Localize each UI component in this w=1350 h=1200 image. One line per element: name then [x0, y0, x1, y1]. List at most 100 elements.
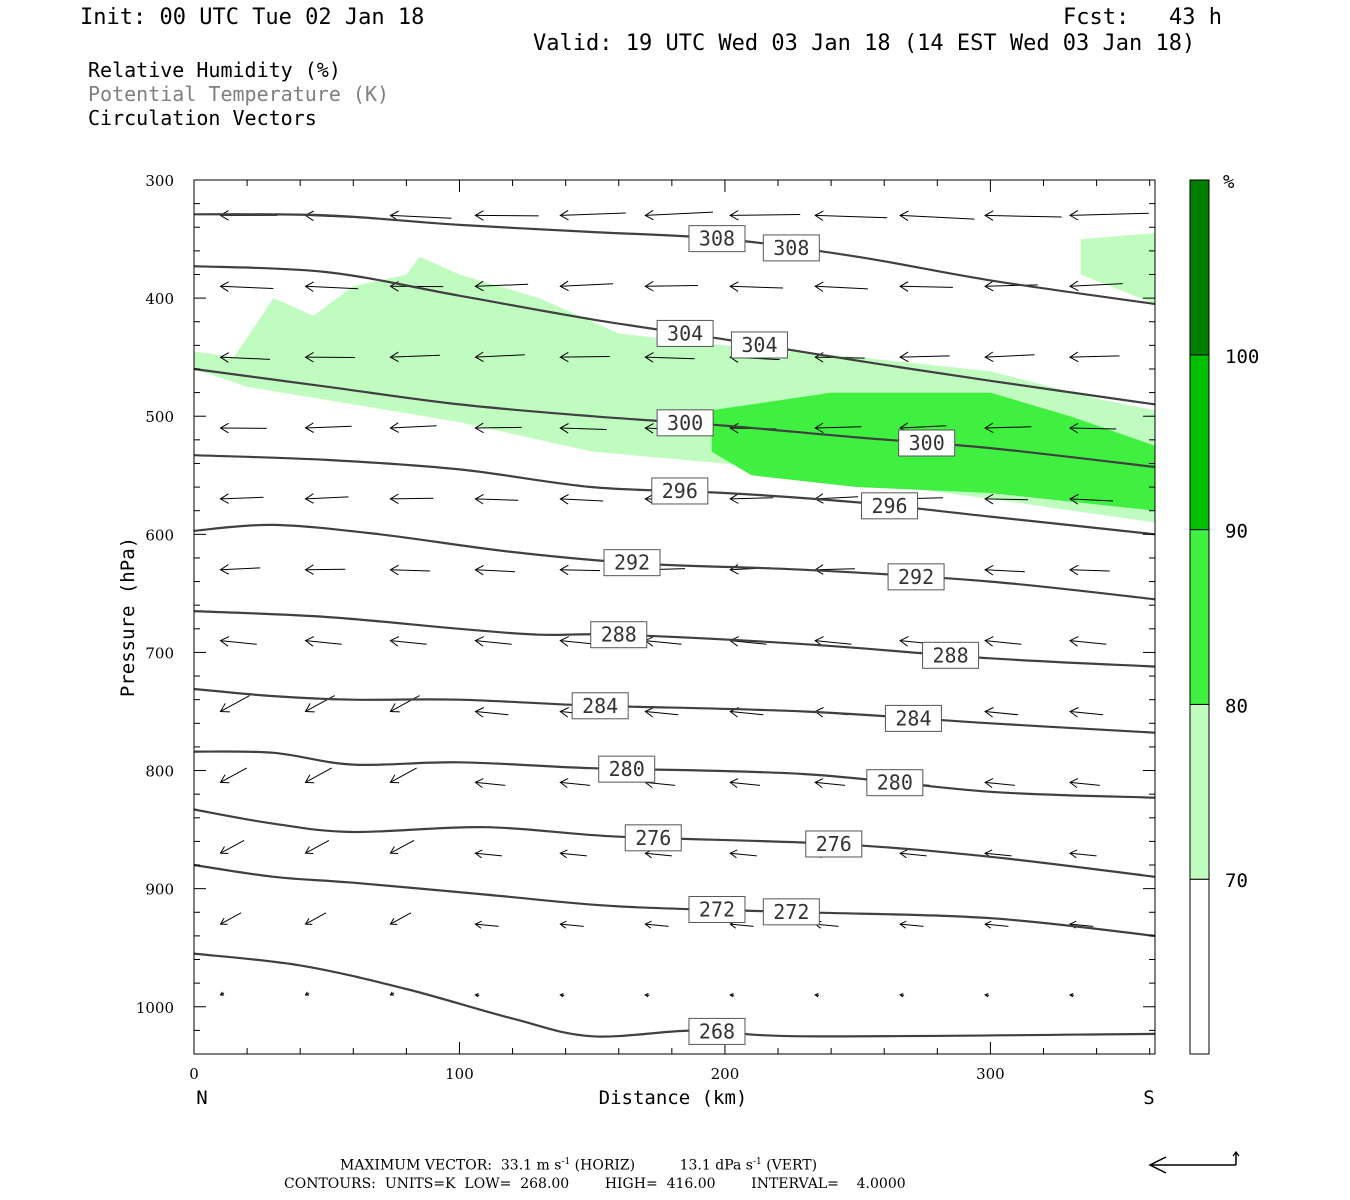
max-vector-label: MAXIMUM VECTOR: [340, 1157, 492, 1174]
y-tick-label: 500 [145, 408, 174, 426]
circulation-vector [899, 920, 924, 929]
y-tick-label: 900 [145, 881, 174, 899]
vector-head [559, 423, 569, 434]
vector-head [644, 352, 654, 363]
vector-shaft [560, 923, 584, 927]
vector-shaft [815, 426, 862, 429]
theta-label-box [688, 1017, 746, 1045]
theta-label-272: 272 [699, 897, 735, 921]
circulation-vector [814, 993, 820, 998]
circulation-vector [559, 849, 587, 859]
theta-label-308: 308 [699, 227, 735, 251]
circulation-vector [474, 422, 522, 434]
colorbar-segment [1189, 703, 1210, 880]
circulation-vector [984, 351, 1035, 363]
vector-shaft [1069, 640, 1107, 645]
vector-head [984, 707, 994, 718]
vector-head [814, 422, 824, 434]
max-vector-horiz: 33.1 m s [500, 1157, 562, 1174]
vector-head [984, 778, 994, 789]
vector-shaft [475, 640, 512, 645]
circulation-vector [899, 849, 927, 859]
theta-label-box [898, 429, 956, 457]
contours-interval: INTERVAL= 4.0000 [751, 1176, 906, 1192]
vector-head [219, 210, 229, 221]
vector-shaft [730, 640, 767, 645]
vector-head [729, 210, 739, 221]
vector-shaft [220, 356, 271, 360]
vector-shaft [305, 285, 359, 290]
theta-contour-308 [194, 213, 1155, 306]
vector-shaft [985, 426, 1032, 429]
colorbar-level-label: 90 [1225, 521, 1248, 543]
vector-shaft [815, 781, 846, 786]
circulation-vector [474, 351, 525, 363]
vector-shaft [475, 923, 499, 927]
vector-shaft [985, 284, 1038, 287]
vector-head [304, 991, 310, 996]
circulation-vector [899, 351, 950, 363]
circulation-vector [219, 767, 248, 784]
y-tick-label: 1000 [136, 999, 174, 1017]
circulation-vector [219, 281, 274, 292]
circulation-vector [1069, 209, 1149, 221]
vector-shaft [390, 640, 427, 645]
vector-shaft [220, 640, 257, 645]
vector-head [899, 636, 909, 647]
theta-label-box [805, 830, 863, 858]
vector-shaft [220, 839, 245, 854]
vector-head [814, 281, 824, 292]
vector-head [984, 422, 994, 434]
contours-units: UNITS=K [384, 1176, 456, 1192]
circulation-vector [559, 423, 607, 434]
vector-head [1069, 707, 1079, 718]
vector-head [729, 422, 739, 434]
vector-head [899, 849, 908, 859]
vector-head [389, 991, 394, 996]
vector-head [1069, 849, 1078, 859]
circulation-vector [474, 210, 539, 221]
vector-head [984, 210, 994, 221]
theta-label-box [656, 409, 714, 437]
vector-shaft [985, 498, 1029, 501]
vector-head [559, 209, 569, 221]
vector-shaft [560, 283, 614, 287]
circulation-vector [219, 695, 250, 713]
circulation-vector [304, 839, 330, 854]
vector-head [219, 991, 225, 996]
vector-shaft [475, 781, 506, 786]
vector-shaft [305, 496, 349, 500]
vector-head [304, 917, 313, 925]
circulation-vector [1069, 636, 1107, 647]
vector-shaft [220, 695, 250, 712]
circulation-vector [899, 993, 905, 998]
vector-shaft [645, 356, 695, 360]
contours-low: LOW= 268.00 [464, 1176, 570, 1192]
circulation-vector [559, 778, 591, 789]
vector-head [899, 281, 909, 292]
vector-head [389, 493, 399, 505]
circulation-vector [219, 636, 257, 647]
vector-shaft [560, 355, 610, 358]
vector-shaft [475, 569, 516, 573]
vector-head [474, 778, 484, 789]
circulation-vector [389, 210, 452, 222]
circulation-vector [304, 422, 352, 433]
plot-frame [193, 179, 1156, 1055]
vector-head [1068, 993, 1074, 998]
vector-head [814, 210, 824, 221]
vector-head [984, 636, 994, 647]
vector-head [644, 493, 654, 505]
theta-label-296: 296 [662, 479, 698, 503]
vector-shaft [390, 497, 434, 500]
circulation-vector [559, 209, 626, 221]
rh-shade-70-1 [1080, 233, 1155, 304]
vector-head [1069, 209, 1079, 221]
circulation-vector [984, 493, 1029, 505]
circulation-vector [304, 991, 310, 996]
circulation-vector [474, 636, 512, 647]
vector-head [559, 636, 570, 647]
theta-label-284: 284 [895, 706, 931, 730]
reference-vector-arrow [1148, 1151, 1240, 1174]
